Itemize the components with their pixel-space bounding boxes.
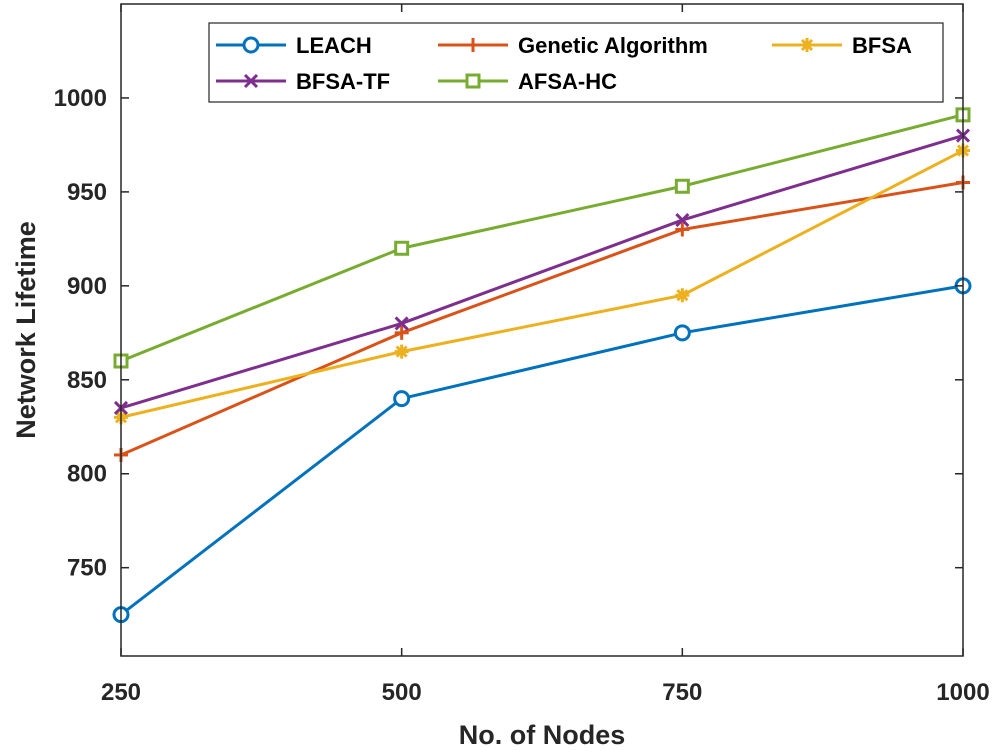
y-tick-label: 750 xyxy=(67,555,107,582)
plot-area xyxy=(121,4,963,656)
data-point-afsa-hc xyxy=(394,240,410,256)
ticks-layer: 250 500 750 1000 750 800 850 900 950 1000 xyxy=(54,4,990,706)
legend-item-bfsa-tf: BFSA-TF xyxy=(216,69,390,94)
legend-marker-bfsa xyxy=(800,38,814,52)
legend-item-afsa-hc: AFSA-HC xyxy=(438,69,617,94)
x-tick-label: 500 xyxy=(382,679,422,706)
data-point-bfsa xyxy=(394,344,409,359)
y-tick-label: 800 xyxy=(67,461,107,488)
y-tick-label: 850 xyxy=(67,367,107,394)
series-line-bfsa xyxy=(120,149,964,419)
legend-item-leach: LEACH xyxy=(216,33,372,58)
data-point-bfsa xyxy=(675,288,690,303)
legend-label-genetic-algorithm: Genetic Algorithm xyxy=(518,33,708,58)
x-tick-label: 1000 xyxy=(936,679,989,706)
series-bfsa xyxy=(114,143,970,425)
data-point-leach xyxy=(673,324,691,342)
legend-box xyxy=(208,22,944,103)
legend-label-bfsa-tf: BFSA-TF xyxy=(296,69,390,94)
y-tick-label: 900 xyxy=(67,273,107,300)
legend-marker-afsa-hc xyxy=(465,73,481,89)
x-axis-label: No. of Nodes xyxy=(459,720,626,750)
data-point-genetic-algorithm xyxy=(675,222,690,237)
legend-label-afsa-hc: AFSA-HC xyxy=(518,69,617,94)
legend-label-bfsa: BFSA xyxy=(852,33,912,58)
series-line-bfsa-tf xyxy=(120,134,964,410)
data-point-bfsa-tf xyxy=(394,316,409,331)
x-tick-label: 250 xyxy=(101,679,141,706)
series-line-genetic-algorithm xyxy=(120,181,964,457)
plot-frame xyxy=(120,3,964,657)
data-point-bfsa-tf xyxy=(675,213,690,228)
x-tick-label: 750 xyxy=(662,679,702,706)
legend-item-bfsa: BFSA xyxy=(772,33,912,58)
y-axis-label: Network Lifetime xyxy=(11,221,41,439)
legend-marker-bfsa-tf xyxy=(243,73,259,89)
legend-marker-leach xyxy=(242,36,260,54)
data-point-genetic-algorithm xyxy=(394,325,409,340)
series-line-afsa-hc xyxy=(120,113,964,363)
data-point-leach xyxy=(393,390,411,408)
series-leach xyxy=(112,277,972,624)
series-layer xyxy=(112,107,972,624)
legend-label-leach: LEACH xyxy=(296,33,372,58)
series-line-leach xyxy=(120,284,964,616)
legend: LEACH Genetic Algorithm BFSA BFSA-TF AFSA-HC xyxy=(208,22,944,103)
legend-marker-genetic-algorithm xyxy=(466,38,480,52)
y-tick-label: 950 xyxy=(67,179,107,206)
data-point-afsa-hc xyxy=(674,178,690,194)
legend-item-genetic-algorithm: Genetic Algorithm xyxy=(438,33,708,58)
y-tick-label: 1000 xyxy=(54,85,107,112)
